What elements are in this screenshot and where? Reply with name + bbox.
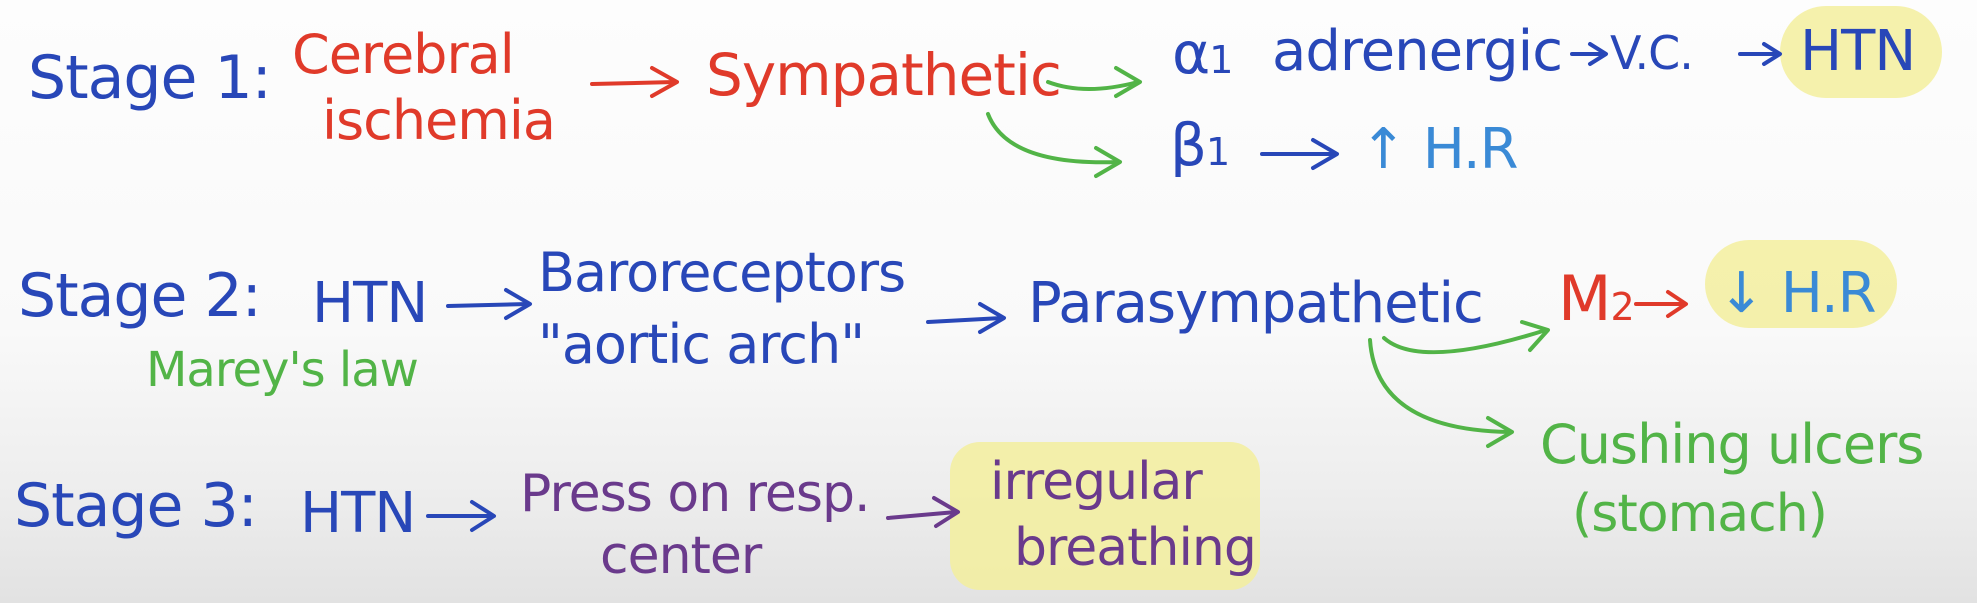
stage1-label: Stage 1:	[28, 43, 272, 113]
stage2-cause-htn: HTN	[312, 271, 428, 336]
m-subscript: 2	[1610, 285, 1635, 329]
stage3-result-line2: breathing	[1014, 518, 1257, 578]
stage1-adrenergic: adrenergic	[1272, 19, 1563, 84]
stage1-alpha-receptor: α1	[1172, 24, 1233, 82]
arrow-sympathetic-to-alpha	[1046, 66, 1142, 98]
arrow-pressure-to-breathing	[886, 496, 960, 528]
arrow-parasympathetic-to-ulcers	[1368, 338, 1514, 448]
arrow-htn-to-baroreceptors	[446, 288, 532, 320]
stage1-cause-line2: ischemia	[322, 89, 556, 152]
stage1-beta-receptor: β1	[1170, 116, 1230, 174]
arrow-beta-to-hr	[1260, 138, 1339, 170]
stage2-m-receptor: M2	[1558, 268, 1635, 330]
beta-subscript: 1	[1206, 130, 1230, 174]
highlight-irregular-breathing	[950, 442, 1260, 590]
stage2-receptor-line1: Baroreceptors	[538, 241, 906, 304]
stage2-label: Stage 2:	[18, 261, 262, 331]
stage1-vc: V.C.	[1610, 26, 1694, 80]
arrow-ischemia-to-sympathetic	[590, 66, 679, 98]
highlight-htn	[1780, 6, 1942, 98]
alpha-subscript: 1	[1209, 38, 1233, 82]
arrow-baroreceptors-to-parasympathetic	[926, 302, 1006, 334]
beta-symbol: β	[1170, 111, 1207, 179]
stage3-pressure-line1: Press on resp.	[520, 464, 871, 524]
stage2-receptor-line2: "aortic arch"	[538, 313, 865, 376]
arrow-vc-to-htn	[1738, 42, 1782, 66]
arrow-sympathetic-to-beta	[986, 112, 1122, 178]
stage1-result-htn: HTN	[1800, 19, 1916, 84]
arrow-parasympathetic-to-m2	[1382, 320, 1550, 355]
arrow-adrenergic-to-vc	[1570, 42, 1608, 66]
arrow-htn-to-pressure	[426, 500, 496, 532]
stage3-result-line1: irregular	[990, 452, 1203, 512]
alpha-symbol: α	[1172, 19, 1210, 87]
stage1-cause-line1: Cerebral	[292, 23, 515, 86]
stage2-ulcer-line1: Cushing ulcers	[1540, 413, 1924, 476]
m-symbol: M	[1558, 262, 1611, 335]
stage2-law: Marey's law	[146, 342, 419, 398]
highlight-decreased-hr	[1705, 240, 1897, 328]
stage1-heart-rate: ↑ H.R	[1360, 117, 1519, 182]
stage1-effector: Sympathetic	[706, 41, 1062, 109]
stage2-heart-rate: ↓ H.R	[1718, 261, 1877, 326]
stage3-pressure-line2: center	[600, 526, 762, 586]
arrow-m2-to-hr	[1634, 290, 1688, 318]
stage2-ulcer-line2: (stomach)	[1572, 484, 1828, 544]
stage2-effector: Parasympathetic	[1028, 271, 1484, 336]
stage3-cause-htn: HTN	[300, 481, 416, 546]
stage3-label: Stage 3:	[14, 471, 258, 541]
